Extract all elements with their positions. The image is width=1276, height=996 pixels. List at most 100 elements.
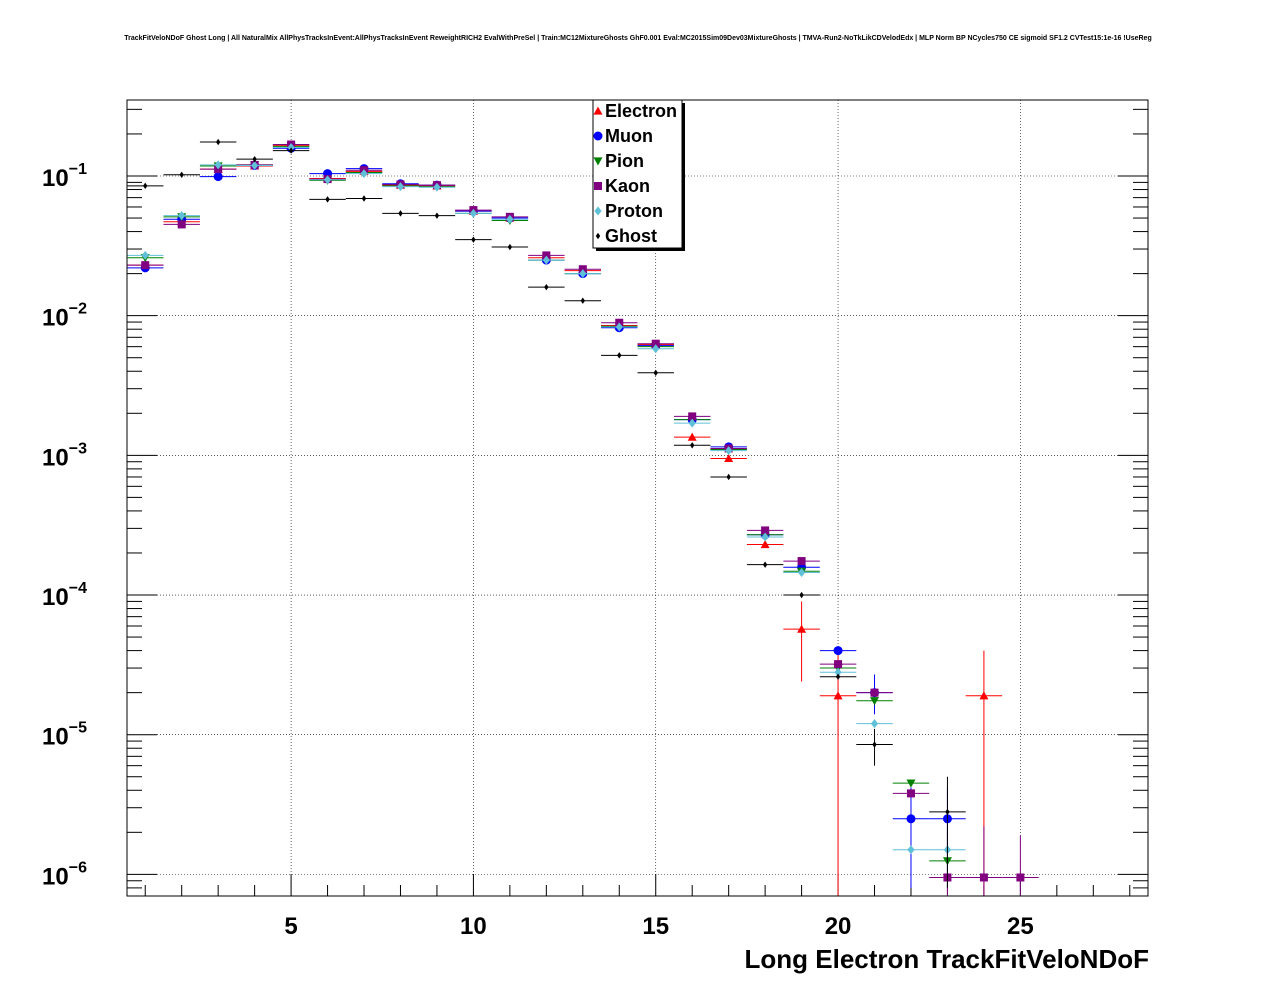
data-point bbox=[724, 453, 734, 463]
data-point bbox=[870, 719, 879, 729]
data-point bbox=[835, 673, 841, 680]
data-point bbox=[361, 195, 367, 202]
data-point bbox=[433, 182, 441, 192]
legend-marker-pion bbox=[593, 157, 603, 166]
x-tick-label: 25 bbox=[1007, 913, 1034, 940]
data-point bbox=[945, 808, 950, 816]
data-point bbox=[143, 182, 148, 190]
legend-marker-proton bbox=[594, 206, 602, 216]
y-tick-label: 10−5 bbox=[42, 720, 87, 751]
data-point bbox=[870, 697, 880, 706]
data-point bbox=[579, 269, 587, 279]
series-proton bbox=[127, 142, 966, 855]
axis-ticks bbox=[127, 108, 1148, 897]
x-tick-label: 15 bbox=[642, 913, 669, 940]
data-point bbox=[797, 624, 807, 633]
y-tick-label: 10−1 bbox=[42, 161, 87, 192]
data-point bbox=[178, 211, 186, 221]
data-point bbox=[834, 667, 842, 677]
data-point bbox=[580, 297, 586, 304]
legend-label-muon: Muon bbox=[605, 126, 653, 146]
series-electron bbox=[127, 141, 1003, 896]
data-point bbox=[799, 591, 804, 599]
data-point bbox=[542, 251, 551, 260]
y-tick-label: 10−6 bbox=[42, 859, 87, 890]
data-point bbox=[653, 369, 658, 376]
data-point bbox=[1016, 873, 1025, 882]
data-point bbox=[833, 691, 843, 700]
legend-box bbox=[592, 99, 683, 249]
data-point bbox=[215, 138, 221, 146]
legend-label-pion: Pion bbox=[605, 151, 644, 171]
data-point bbox=[251, 160, 259, 170]
data-point bbox=[544, 283, 549, 291]
data-point bbox=[907, 845, 915, 855]
data-point bbox=[762, 561, 768, 568]
data-point bbox=[760, 539, 770, 549]
data-point bbox=[325, 196, 330, 203]
data-point bbox=[870, 688, 879, 697]
legend-label-ghost: Ghost bbox=[605, 226, 657, 246]
x-axis-label: Long Electron TrackFitVeloNDoF bbox=[744, 944, 1150, 974]
data-point bbox=[615, 322, 623, 332]
data-marks bbox=[127, 138, 1039, 896]
data-point bbox=[979, 873, 988, 882]
legend-label-electron: Electron bbox=[605, 101, 677, 121]
legend: Electron Muon Pion Kaon Proton Ghost bbox=[592, 99, 685, 251]
x-tick-label: 5 bbox=[284, 913, 297, 940]
data-point bbox=[761, 526, 770, 535]
data-point bbox=[797, 567, 806, 577]
legend-marker-kaon bbox=[594, 182, 602, 190]
legend-marker-electron bbox=[593, 106, 603, 115]
data-point bbox=[288, 147, 294, 154]
data-point bbox=[214, 160, 222, 170]
data-point bbox=[323, 175, 332, 185]
data-point bbox=[506, 214, 514, 224]
x-tick-labels: 5 10 15 20 25 bbox=[284, 913, 1033, 940]
y-tick-label: 10−4 bbox=[42, 580, 87, 611]
data-point bbox=[141, 261, 150, 270]
x-tick-label: 20 bbox=[825, 913, 852, 940]
series-pion bbox=[127, 142, 966, 866]
data-point bbox=[689, 442, 695, 449]
data-point bbox=[471, 236, 476, 243]
y-tick-labels: 10−1 10−2 10−3 10−4 10−5 10−6 bbox=[42, 161, 87, 890]
data-point bbox=[252, 155, 257, 163]
data-point bbox=[906, 789, 915, 798]
data-point bbox=[725, 446, 733, 456]
data-point bbox=[906, 779, 916, 788]
data-point bbox=[617, 352, 622, 359]
data-point bbox=[360, 169, 368, 179]
data-point bbox=[688, 412, 697, 421]
data-point bbox=[141, 250, 149, 260]
data-point bbox=[652, 344, 660, 354]
data-point bbox=[651, 339, 660, 348]
data-point bbox=[688, 418, 696, 428]
data-point bbox=[872, 741, 877, 748]
data-point bbox=[834, 660, 843, 669]
legend-marker-muon bbox=[593, 131, 603, 141]
data-point bbox=[179, 171, 184, 178]
data-point bbox=[507, 243, 513, 251]
data-point bbox=[542, 255, 550, 265]
data-point bbox=[761, 532, 769, 542]
data-point bbox=[469, 208, 478, 218]
legend-label-proton: Proton bbox=[605, 201, 663, 221]
chart-title: TrackFitVeloNDoF Ghost Long | All Natura… bbox=[124, 35, 1152, 42]
data-point bbox=[833, 646, 843, 656]
data-point bbox=[177, 220, 186, 229]
data-point bbox=[906, 814, 916, 824]
series-ghost bbox=[127, 138, 966, 888]
data-point bbox=[797, 557, 806, 566]
legend-label-kaon: Kaon bbox=[605, 176, 650, 196]
data-point bbox=[434, 212, 440, 219]
legend-marker-ghost bbox=[595, 232, 601, 240]
data-point bbox=[979, 691, 989, 700]
data-point bbox=[396, 182, 405, 192]
y-tick-label: 10−2 bbox=[42, 301, 87, 332]
data-point bbox=[687, 432, 697, 441]
data-point bbox=[726, 473, 731, 481]
data-point bbox=[213, 172, 223, 182]
y-tick-label: 10−3 bbox=[42, 440, 87, 471]
